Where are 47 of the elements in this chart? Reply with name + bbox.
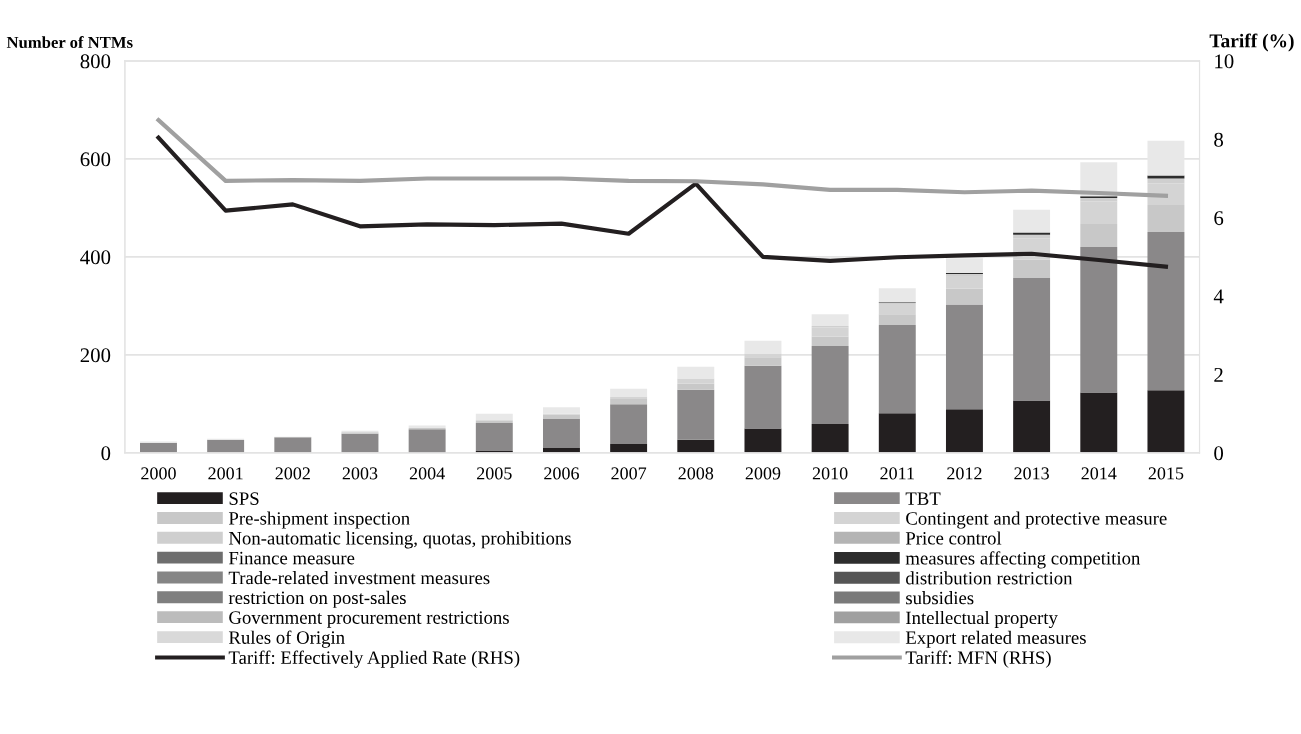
x-tick-label: 2010 xyxy=(812,467,848,480)
x-tick-label: 2000 xyxy=(141,467,176,480)
y-tick-label: 800 xyxy=(80,54,111,69)
y-tick-label: 600 xyxy=(80,152,111,167)
legend-label: Government procurement restrictions xyxy=(229,611,509,628)
legend-label: SPS xyxy=(229,492,259,505)
y-tick-label: 400 xyxy=(80,250,111,265)
y2-tick-label: 0 xyxy=(1214,446,1224,461)
legend-label: TBT xyxy=(905,492,941,505)
x-tick-label: 2002 xyxy=(275,467,310,480)
x-tick-label: 2014 xyxy=(1081,467,1117,480)
x-tick-label: 2003 xyxy=(342,467,378,480)
x-tick-label: 2015 xyxy=(1148,467,1184,480)
x-tick-label: 2001 xyxy=(208,467,243,480)
legend-label: restriction on post-sales xyxy=(228,590,406,608)
legend-label: Tariff: MFN (RHS) xyxy=(905,650,1051,668)
legend-label: Contingent and protective measure xyxy=(906,511,1167,529)
x-tick-label: 2009 xyxy=(745,467,781,480)
x-tick-label: 2012 xyxy=(947,467,982,480)
x-tick-label: 2013 xyxy=(1014,467,1049,480)
x-tick-label: 2007 xyxy=(611,467,647,480)
x-tick-label: 2006 xyxy=(544,467,579,480)
legend-label: Intellectual property xyxy=(906,610,1058,628)
legend-label: Finance measure xyxy=(228,551,355,565)
legend-label: subsidies xyxy=(906,591,974,605)
x-tick-label: 2004 xyxy=(409,467,445,480)
y-axis-title: Number of NTMs xyxy=(6,36,133,49)
legend-label: Price control xyxy=(905,531,1002,545)
legend-label: Non-automatic licensing, quotas, prohibitions xyxy=(228,531,571,549)
y2-tick-label: 8 xyxy=(1214,132,1224,147)
legend-label: Trade-related investment measures xyxy=(228,571,490,585)
legend-label: Rules of Origin xyxy=(228,630,345,648)
legend-label: measures affecting competition xyxy=(905,551,1141,569)
y-tick-label: 200 xyxy=(80,348,111,363)
y-tick-label: 0 xyxy=(101,446,111,461)
y2-tick-label: 10 xyxy=(1215,54,1234,69)
x-tick-label: 2011 xyxy=(880,467,914,480)
x-tick-label: 2005 xyxy=(477,467,512,480)
legend-label: Pre-shipment inspection xyxy=(228,511,410,529)
legend-label: distribution restriction xyxy=(906,571,1073,585)
y2-tick-label: 6 xyxy=(1214,211,1224,226)
y2-tick-label: 2 xyxy=(1214,367,1223,382)
legend-label: Tariff: Effectively Applied Rate (RHS) xyxy=(228,650,520,668)
legend-label: Export related measures xyxy=(905,630,1086,648)
y2-tick-label: 4 xyxy=(1213,289,1224,304)
x-tick-label: 2008 xyxy=(678,467,714,480)
y2-axis-title: Tariff (%) xyxy=(1209,33,1294,52)
